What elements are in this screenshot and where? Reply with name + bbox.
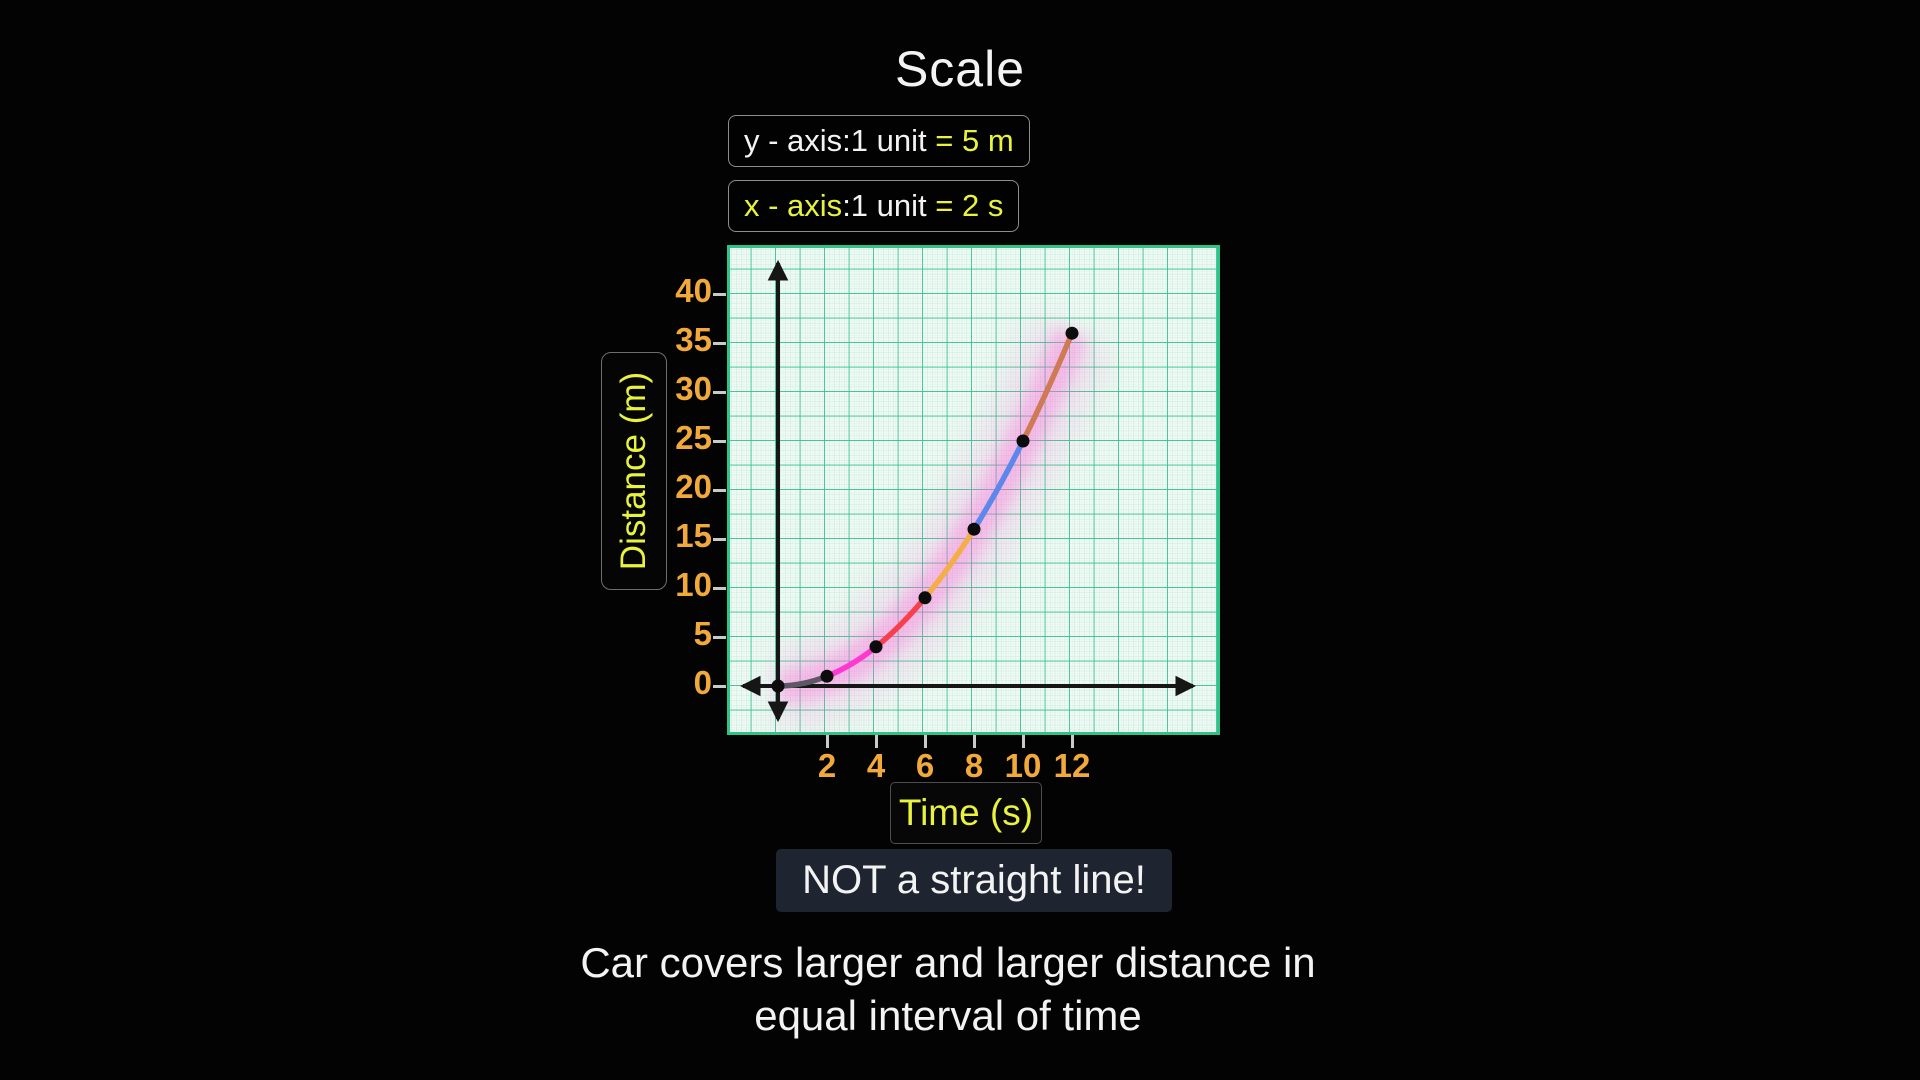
scale-legend-y-axis: y - axis:1 unit = 5 m bbox=[728, 115, 1030, 167]
scale-legend-x-axis: x - axis:1 unit = 2 s bbox=[728, 180, 1020, 232]
curve-segment-6s-8s bbox=[922, 526, 977, 601]
caption-line-1: Car covers larger and larger distance in bbox=[580, 939, 1316, 986]
x-tick-mark-8 bbox=[972, 735, 976, 748]
callout-not-straight-line: NOT a straight line! bbox=[776, 849, 1172, 912]
x-tick-mark-6 bbox=[923, 735, 927, 748]
y-axis-title: Distance (m) bbox=[614, 371, 653, 571]
data-point-t12 bbox=[1065, 326, 1079, 340]
x-tick-label-8: 8 bbox=[964, 747, 984, 784]
curve-segment-8s-10s bbox=[971, 438, 1026, 532]
y-tick-label-0: 0 bbox=[693, 664, 712, 701]
scale-y-text: y - axis:1 unit bbox=[744, 123, 936, 158]
x-tick-label-6: 6 bbox=[915, 747, 935, 784]
curve-segment-10s-12s bbox=[1020, 330, 1075, 444]
caption-line-2: equal interval of time bbox=[754, 992, 1142, 1039]
caption: Car covers larger and larger distance in… bbox=[0, 936, 1896, 1042]
graph-canvas bbox=[727, 245, 1220, 735]
scale-x-value: = 2 s bbox=[935, 188, 1004, 223]
y-tick-mark-35 bbox=[713, 341, 726, 345]
x-axis-title-box: Time (s) bbox=[890, 782, 1042, 844]
y-tick-label-5: 5 bbox=[693, 615, 712, 652]
x-tick-mark-12 bbox=[1070, 735, 1074, 748]
data-point-t8 bbox=[967, 522, 981, 536]
scale-y-value: = 5 m bbox=[935, 123, 1014, 158]
data-point-t4 bbox=[869, 640, 883, 654]
x-tick-mark-4 bbox=[874, 735, 878, 748]
y-tick-mark-30 bbox=[713, 390, 726, 394]
y-tick-label-40: 40 bbox=[675, 272, 712, 309]
x-tick-mark-2 bbox=[825, 735, 829, 748]
data-point-t10 bbox=[1016, 434, 1030, 448]
y-tick-mark-25 bbox=[713, 439, 726, 443]
y-tick-mark-20 bbox=[713, 488, 726, 492]
y-tick-mark-40 bbox=[713, 292, 726, 296]
page-title: Scale bbox=[894, 41, 1026, 97]
y-tick-mark-0 bbox=[713, 684, 726, 688]
data-point-t2 bbox=[820, 669, 834, 683]
x-tick-label-10: 10 bbox=[1004, 747, 1042, 784]
x-tick-label-12: 12 bbox=[1053, 747, 1091, 784]
x-tick-mark-10 bbox=[1021, 735, 1025, 748]
x-tick-label-2: 2 bbox=[817, 747, 837, 784]
y-tick-mark-15 bbox=[713, 537, 726, 541]
scale-x-text: x - axis bbox=[744, 188, 843, 223]
y-tick-mark-10 bbox=[713, 586, 726, 590]
data-point-t6 bbox=[918, 591, 932, 605]
distance-time-graph bbox=[727, 245, 1220, 735]
y-axis-title-box: Distance (m) bbox=[601, 352, 667, 590]
y-tick-mark-5 bbox=[713, 635, 726, 639]
x-tick-label-4: 4 bbox=[866, 747, 886, 784]
scale-x-mid: :1 unit bbox=[842, 188, 936, 223]
data-point-t0 bbox=[771, 679, 785, 693]
